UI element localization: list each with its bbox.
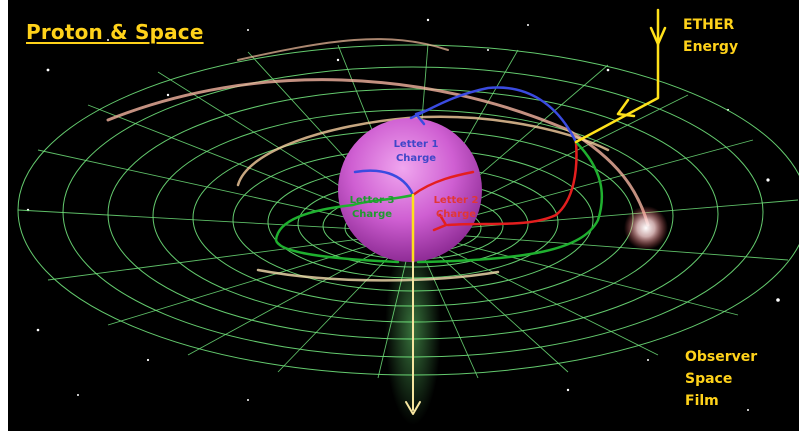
comet-glow [624,206,668,250]
letter-2-text: Letter 2 [433,195,479,206]
orbit-trails [106,38,650,282]
diagram-title: Proton & Space [26,20,204,44]
observer-line-2: Space [685,371,733,387]
ether-line-1: ETHER [683,17,735,33]
spacetime-scene [17,8,799,425]
charge-2-text: Charge [435,209,477,220]
letter-2-charge-label: Letter 2 Charge [428,194,484,222]
observer-space-film-label: Observer Space Film [685,346,757,412]
space-grid-radials [17,43,799,379]
charge-paths [274,8,667,415]
letter-1-text: Letter 1 [393,139,439,150]
observer-line-3: Film [685,393,719,409]
letter-3-text: Letter 3 [349,195,395,206]
letter-1-charge-label: Letter 1 Charge [388,138,444,166]
ether-energy-label: ETHER Energy [683,14,738,58]
star-field [26,18,780,411]
letter-3-charge-label: Letter 3 Charge [344,194,400,222]
charge-3-text: Charge [351,209,393,220]
charge-1-text: Charge [395,153,437,164]
observer-line-1: Observer [685,349,758,365]
ether-line-2: Energy [683,39,739,55]
left-border [0,0,8,431]
